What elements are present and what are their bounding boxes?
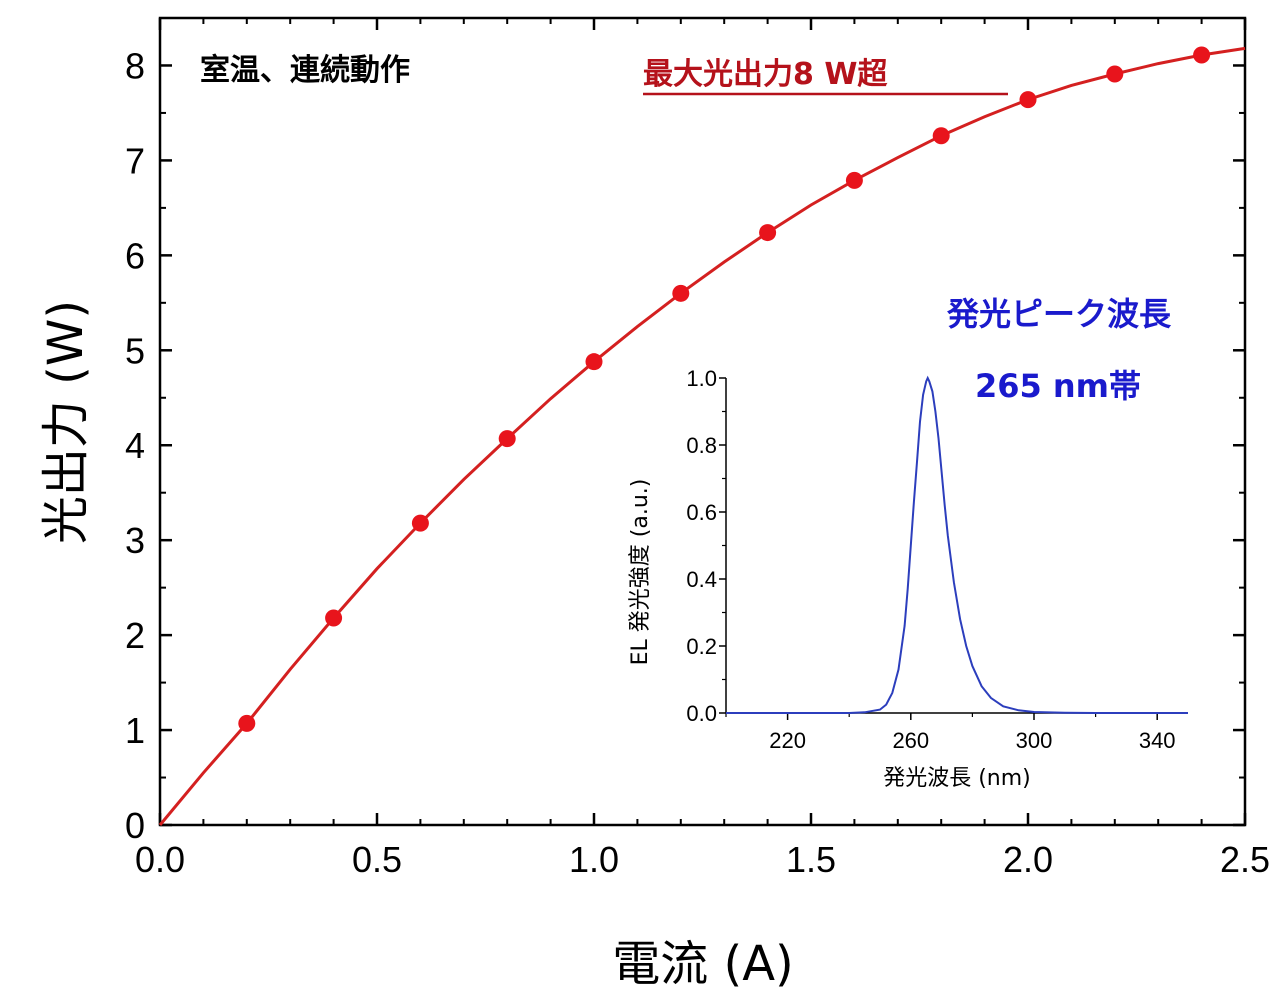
- main-series-line: [158, 46, 1246, 826]
- main-tick-labels: 0.0 0.5 1.0 1.5 2.0 2.5 0 1 2 3 4 5 6 7 8: [125, 45, 1270, 880]
- peak-wavelength-value-annotation: 265 nm帯: [975, 367, 1141, 405]
- y-tick-label: 3: [125, 520, 145, 561]
- inset-x-axis-title: 発光波長 (nm): [883, 766, 1031, 791]
- inset-x-tick-label: 260: [892, 728, 929, 753]
- inset-x-tick-label: 340: [1139, 728, 1176, 753]
- inset-y-tick-label: 0.4: [686, 567, 717, 592]
- data-point: [325, 609, 343, 627]
- inset-tick-labels: 220 260 300 340 0.0 0.2 0.4 0.6 0.8 1.0: [686, 366, 1175, 753]
- data-point: [1106, 65, 1124, 83]
- y-tick-label: 6: [125, 235, 145, 276]
- inset-y-tick-label: 0.6: [686, 500, 717, 525]
- data-point: [759, 224, 777, 242]
- condition-annotation: 室温、連続動作: [200, 53, 410, 88]
- y-tick-label: 1: [125, 710, 145, 751]
- inset-spectrum-plot: 220 260 300 340 0.0 0.2 0.4 0.6 0.8 1.0 発光波長 (nm)…: [628, 366, 1188, 791]
- x-tick-label: 2.0: [1003, 839, 1053, 880]
- main-series-markers: [238, 46, 1211, 732]
- x-tick-label: 1.5: [786, 839, 836, 880]
- inset-y-tick-label: 0.2: [686, 634, 717, 659]
- data-point: [585, 353, 603, 371]
- data-point: [672, 284, 690, 302]
- y-tick-label: 5: [125, 330, 145, 371]
- inset-y-tick-label: 0.0: [686, 701, 717, 726]
- max-output-annotation: 最大光出力8 W超: [643, 57, 888, 92]
- data-point: [1019, 91, 1037, 109]
- data-point: [411, 514, 429, 532]
- main-y-axis-title: 光出力 (W): [38, 300, 94, 544]
- inset-y-tick-label: 1.0: [686, 366, 717, 391]
- main-plot-frame: [158, 16, 1247, 827]
- data-point: [498, 430, 516, 448]
- data-point: [932, 127, 950, 145]
- x-tick-label: 0.0: [135, 839, 185, 880]
- y-tick-label: 0: [125, 805, 145, 846]
- data-point: [1193, 46, 1211, 64]
- inset-x-tick-label: 300: [1016, 728, 1053, 753]
- inset-y-axis-title: EL 発光強度 (a.u.): [628, 479, 653, 666]
- y-tick-label: 2: [125, 615, 145, 656]
- x-tick-label: 0.5: [352, 839, 402, 880]
- data-point: [845, 171, 863, 189]
- main-axes-ticks: [158, 18, 1247, 827]
- inset-x-tick-label: 220: [769, 728, 806, 753]
- y-tick-label: 4: [125, 425, 145, 466]
- inset-y-tick-label: 0.8: [686, 433, 717, 458]
- peak-wavelength-annotation: 発光ピーク波長: [946, 295, 1172, 333]
- x-tick-label: 1.0: [569, 839, 619, 880]
- y-tick-label: 8: [125, 45, 145, 86]
- inset-spectrum-line: [726, 375, 1188, 714]
- main-x-axis-title: 電流 (A): [612, 936, 794, 992]
- data-point: [238, 714, 256, 732]
- x-tick-label: 2.5: [1220, 839, 1270, 880]
- y-tick-label: 7: [125, 140, 145, 181]
